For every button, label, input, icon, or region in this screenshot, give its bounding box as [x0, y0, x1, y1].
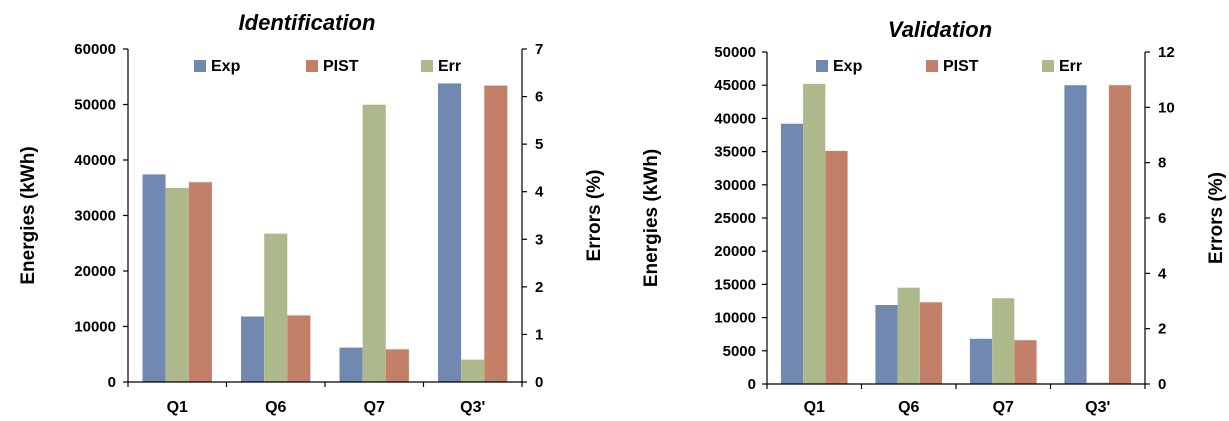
bar-err-q7 — [362, 104, 386, 382]
y2-axis-label: Errors (%) — [1206, 172, 1227, 264]
chart-1: Validation Q1 Q6 Q7 Q3' 0 5000 10000 15000 20000 2… — [641, 17, 1227, 416]
y2-tick-label: 5 — [535, 136, 543, 153]
legend-swatch-err — [1042, 60, 1054, 72]
y-tick-label: 15000 — [714, 276, 756, 293]
y-tick-label: 40000 — [714, 110, 756, 127]
legend-label-err: Err — [1059, 58, 1082, 75]
bar-pist-q6 — [919, 302, 943, 384]
y2-tick-label: 4 — [535, 184, 544, 201]
bar-err-q3p — [461, 359, 485, 382]
bar-pist-q3p — [484, 85, 508, 382]
bar-pist-q7 — [1014, 340, 1037, 384]
y-tick-label: 50000 — [74, 97, 116, 114]
y-tick-label: 0 — [108, 374, 116, 391]
y2-tick-label: 2 — [1158, 321, 1166, 338]
y-tick-label: 35000 — [714, 144, 756, 161]
legend-swatch-exp — [194, 60, 206, 72]
bar-err-q6 — [264, 233, 288, 382]
bar-pist-q1 — [825, 150, 848, 384]
y2-tick-label: 4 — [1158, 265, 1167, 282]
y2-tick-label: 12 — [1158, 44, 1175, 61]
category-label: Q6 — [898, 399, 919, 416]
y-tick-label: 0 — [748, 376, 756, 393]
category-label: Q3' — [1085, 399, 1110, 416]
category-label: Q3' — [460, 399, 485, 416]
bar-err-q7 — [992, 298, 1015, 384]
y-tick-label: 10000 — [714, 310, 756, 327]
chart-title: Validation — [888, 17, 992, 42]
category-label: Q7 — [993, 399, 1014, 416]
legend-label-exp: Exp — [833, 58, 863, 75]
y-tick-label: 50000 — [714, 44, 756, 61]
bar-exp-q3p — [438, 83, 462, 383]
y-tick-label: 20000 — [74, 263, 116, 280]
bar-pist-q3p — [1108, 85, 1132, 384]
legend-label-pist: PIST — [323, 58, 359, 75]
y-tick-label: 5000 — [723, 343, 756, 360]
y-tick-label: 25000 — [714, 210, 756, 227]
bar-pist-q7 — [385, 349, 409, 382]
bar-err-q1 — [803, 83, 826, 385]
y2-tick-label: 3 — [535, 231, 543, 248]
bar-exp-q1 — [780, 123, 804, 384]
bar-err-q3p — [1086, 382, 1109, 384]
y2-axis-label: Errors (%) — [584, 170, 605, 262]
bar-exp-q3p — [1064, 85, 1087, 384]
bar-exp-q7 — [969, 338, 993, 384]
chart-0: Identification Q1 Q6 Q7 Q3' 0 10000 20000 30000 4… — [18, 10, 605, 416]
y2-tick-label: 0 — [1158, 376, 1166, 393]
y2-tick-label: 1 — [535, 326, 543, 343]
y-tick-label: 10000 — [74, 319, 116, 336]
bar-err-q6 — [897, 287, 920, 384]
y2-tick-label: 2 — [535, 279, 543, 296]
legend-label-err: Err — [438, 58, 461, 75]
y-tick-label: 20000 — [714, 243, 756, 260]
y-tick-label: 40000 — [74, 152, 116, 169]
y-tick-label: 30000 — [714, 177, 756, 194]
bar-exp-q6 — [241, 316, 265, 382]
y-axis-label: Energies (kWh) — [18, 146, 39, 284]
legend-swatch-exp — [816, 60, 828, 72]
bar-exp-q7 — [339, 347, 363, 382]
y2-tick-label: 8 — [1158, 155, 1166, 172]
y2-tick-label: 10 — [1158, 99, 1175, 116]
bar-err-q1 — [165, 187, 189, 382]
y2-tick-label: 7 — [535, 41, 543, 58]
bar-pist-q6 — [287, 315, 311, 382]
y-tick-label: 30000 — [74, 208, 116, 225]
bar-exp-q1 — [142, 174, 166, 382]
y2-tick-label: 6 — [1158, 210, 1166, 227]
legend-swatch-pist — [926, 60, 938, 72]
legend-swatch-pist — [306, 60, 318, 72]
y-tick-label: 60000 — [74, 41, 116, 58]
category-label: Q7 — [364, 399, 385, 416]
legend-swatch-err — [421, 60, 433, 72]
y2-tick-label: 0 — [535, 374, 543, 391]
y2-tick-label: 6 — [535, 89, 543, 106]
category-label: Q6 — [265, 399, 286, 416]
category-label: Q1 — [167, 399, 188, 416]
y-axis-label: Energies (kWh) — [641, 149, 662, 287]
bar-pist-q1 — [188, 182, 212, 382]
legend-label-pist: PIST — [943, 58, 979, 75]
legend-label-exp: Exp — [211, 58, 241, 75]
bar-exp-q6 — [875, 305, 898, 384]
chart-title: Identification — [239, 10, 376, 35]
category-label: Q1 — [804, 399, 825, 416]
y-tick-label: 45000 — [714, 77, 756, 94]
